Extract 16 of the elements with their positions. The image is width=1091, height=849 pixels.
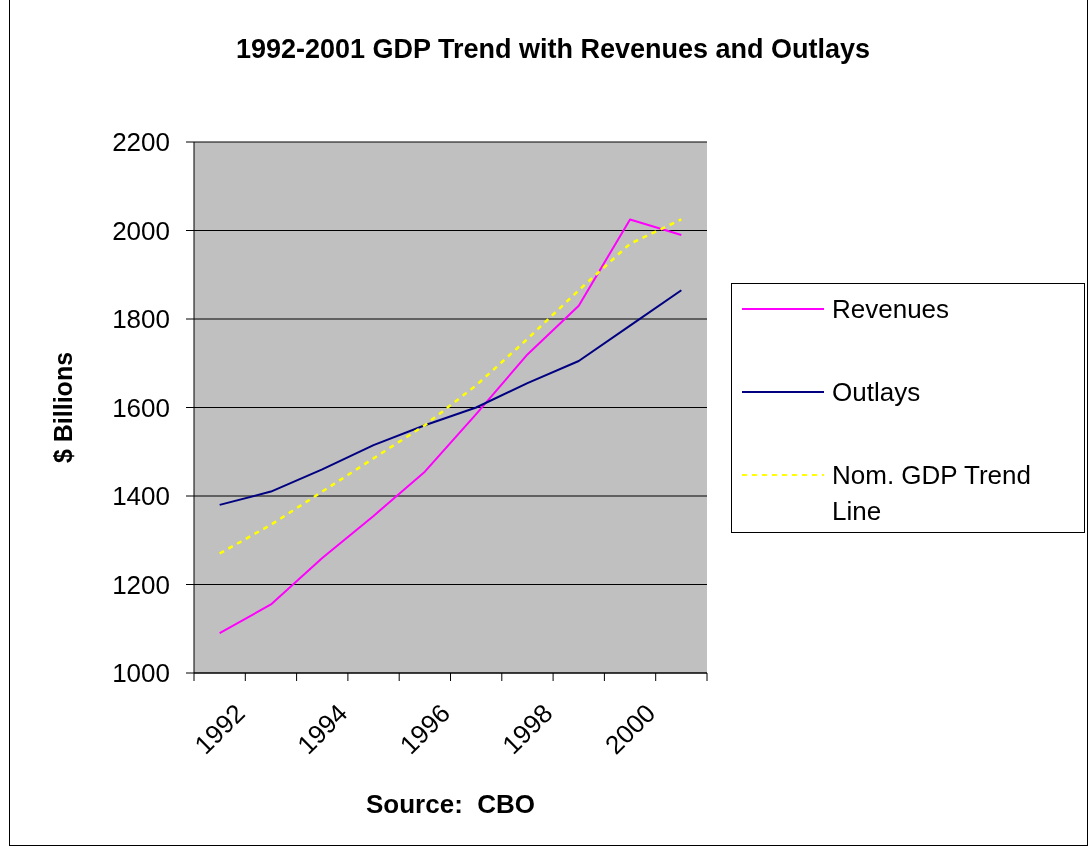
chart-title: 1992-2001 GDP Trend with Revenues and Outlays xyxy=(234,34,872,65)
y-tick-label: 1400 xyxy=(112,481,170,512)
line-series xyxy=(218,218,683,555)
legend-label: Nom. GDP Trend Line xyxy=(832,459,1032,528)
legend-label: Outlays xyxy=(832,376,922,409)
y-tick-label: 2000 xyxy=(112,215,170,246)
line-series xyxy=(218,289,683,506)
x-axis-title: Source: CBO xyxy=(365,789,536,819)
y-tick-label: 2200 xyxy=(112,127,170,158)
y-tick-label: 1200 xyxy=(112,569,170,600)
y-tick-label: 1600 xyxy=(112,392,170,423)
y-tick-label: 1000 xyxy=(112,658,170,689)
line-series xyxy=(218,218,683,635)
y-axis-title: $ Billions xyxy=(49,351,77,464)
y-tick-label: 1800 xyxy=(112,304,170,335)
legend-label: Revenues xyxy=(832,293,951,326)
